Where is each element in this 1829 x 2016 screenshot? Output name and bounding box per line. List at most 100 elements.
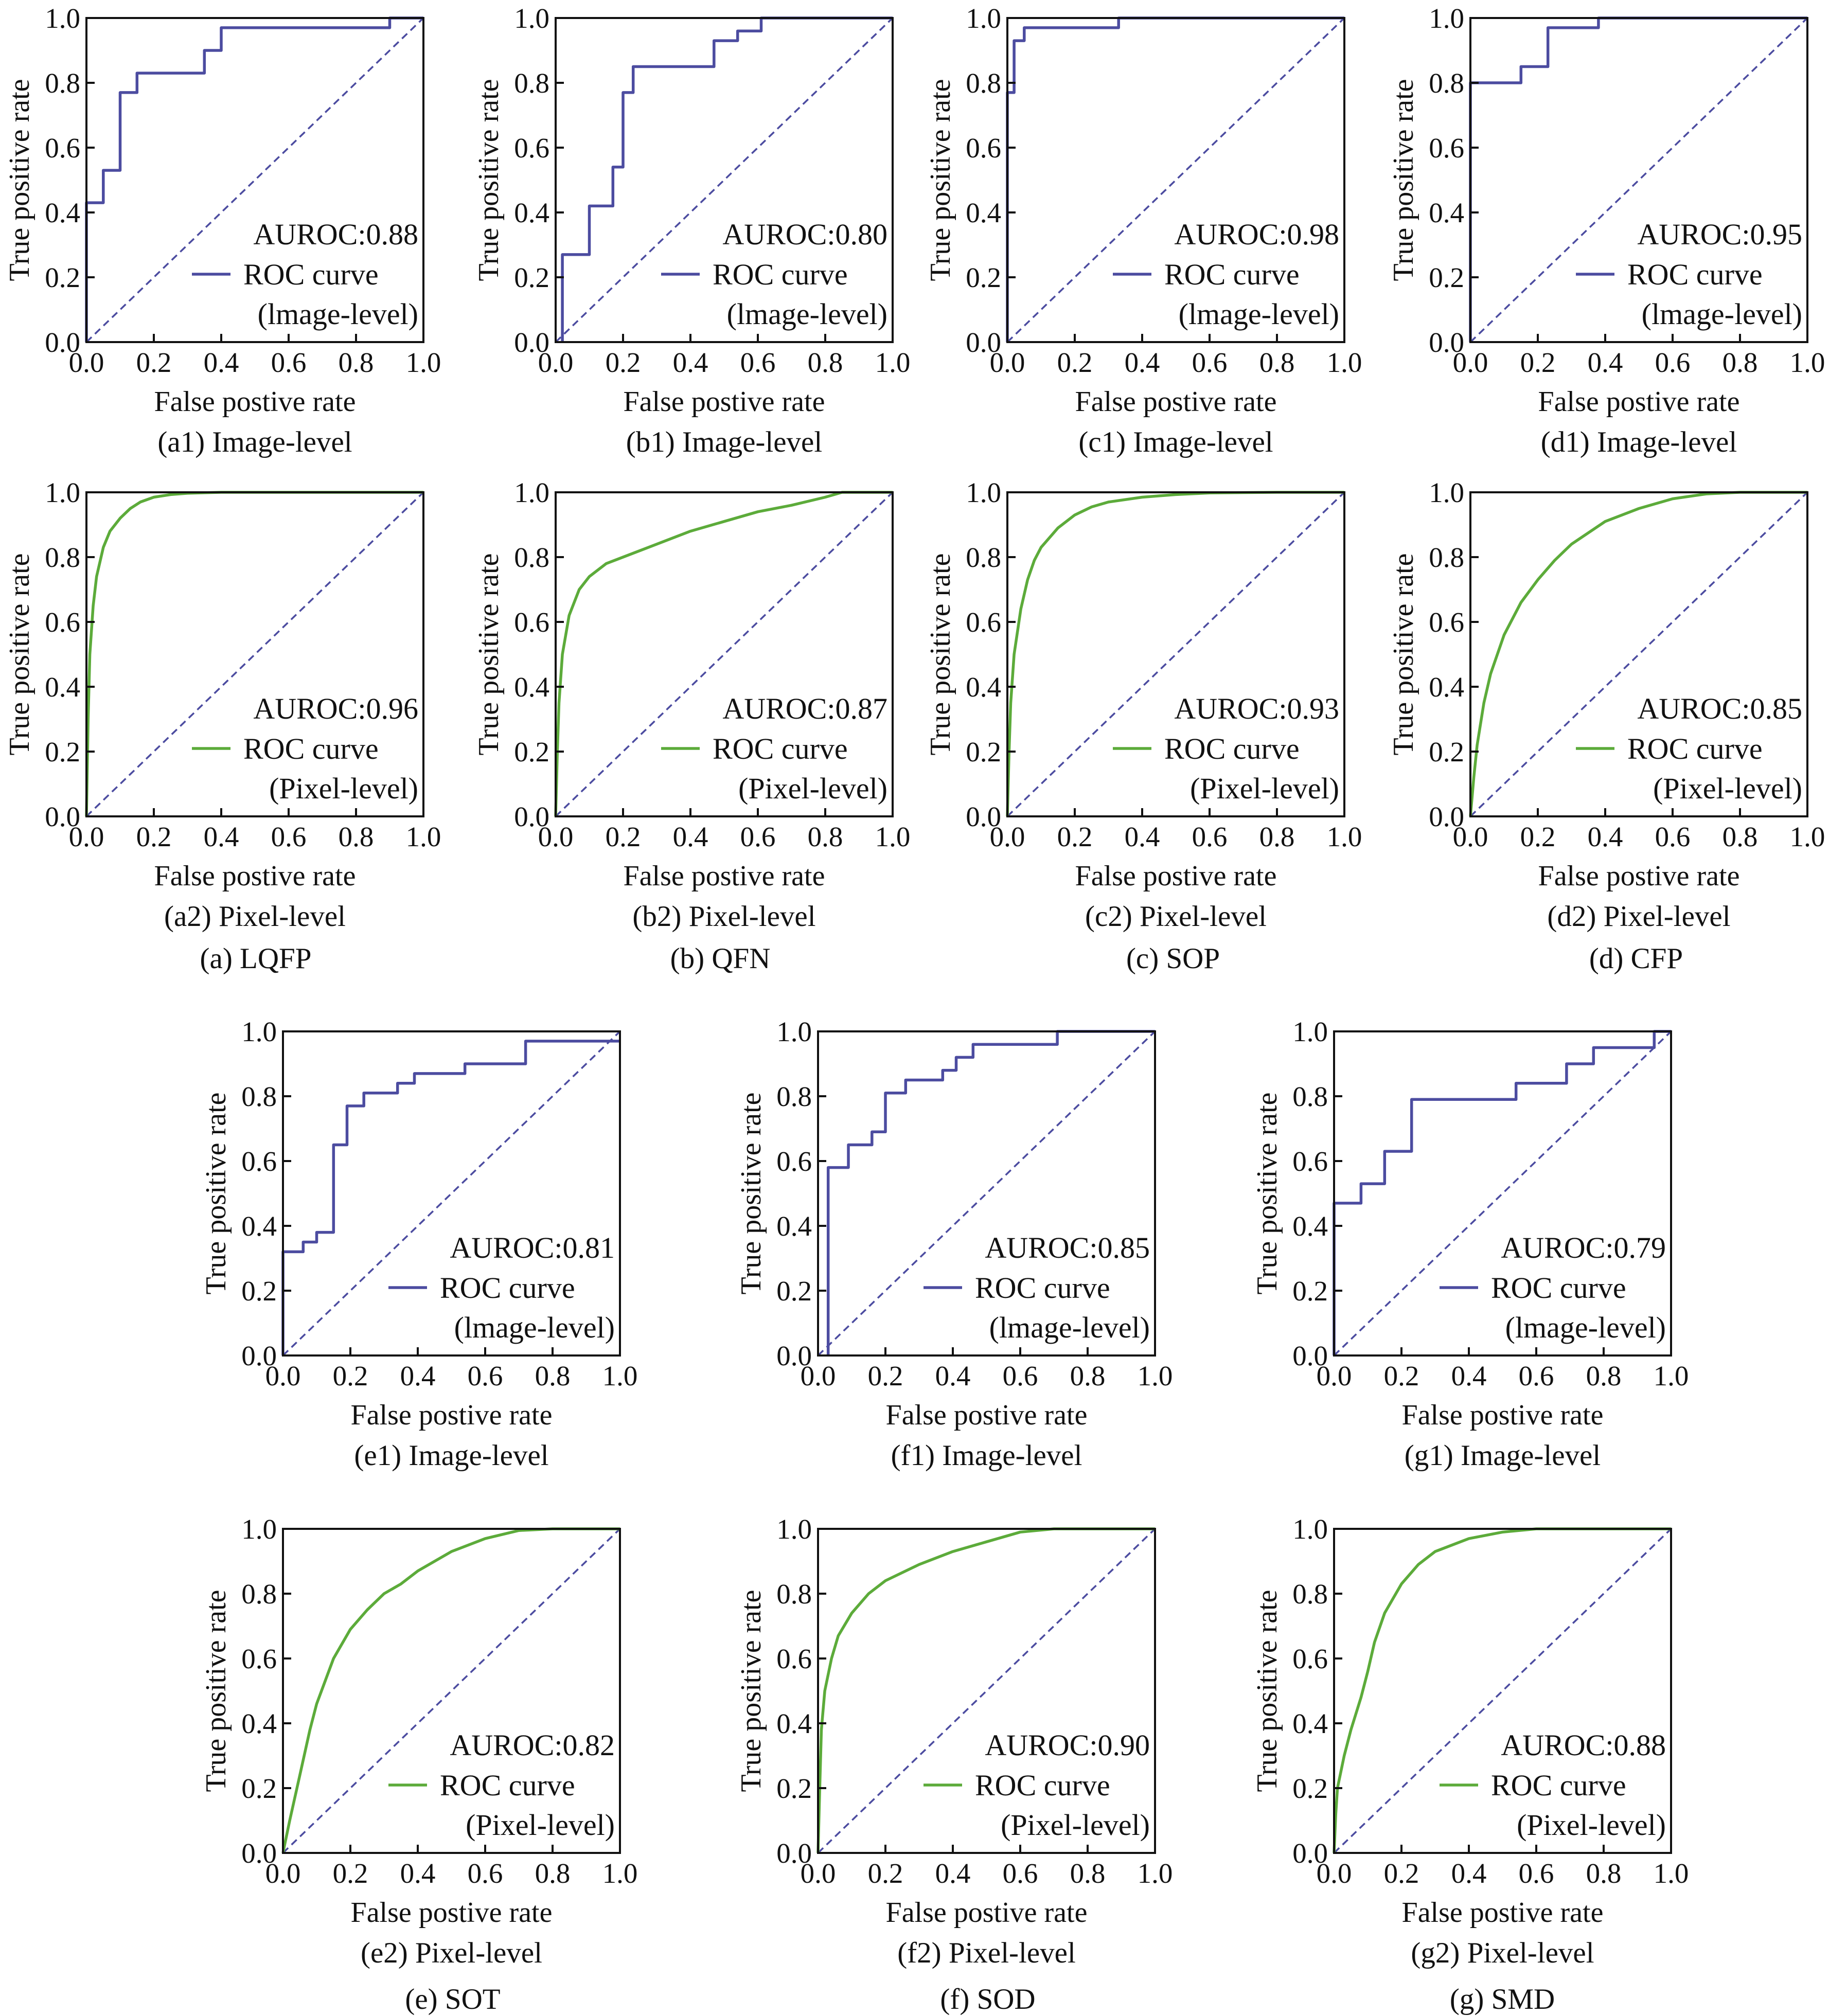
y-tick-label-a2: 0.0	[45, 801, 80, 832]
panel-caption-e1: (e1) Image-level	[354, 1439, 548, 1472]
y-tick-label-e1: 0.2	[241, 1275, 277, 1307]
group-caption-a: (a) LQFP	[200, 942, 312, 975]
x-tick-label-a1: 0.0	[69, 347, 104, 378]
x-tick-label-e1: 0.0	[265, 1360, 301, 1391]
panel-caption-c1: (c1) Image-level	[1078, 426, 1273, 458]
y-tick-label-g1: 0.6	[1292, 1146, 1328, 1177]
y-tick-label-b2: 0.4	[514, 671, 549, 703]
y-tick-label-f1: 0.6	[776, 1146, 812, 1177]
x-tick-label-d2: 0.2	[1520, 821, 1556, 852]
x-tick-label-d2: 0.0	[1453, 821, 1488, 852]
diagonal-line-b2	[555, 491, 894, 817]
y-tick-label-a2: 0.8	[45, 542, 80, 573]
legend-sublabel-b2: (Pixel-level)	[738, 772, 887, 805]
y-tick-label-f1: 0.4	[776, 1210, 812, 1242]
diagonal-line-c2	[1006, 491, 1345, 817]
axis-frame-d1	[1469, 17, 1808, 343]
group-caption-d: (d) CFP	[1589, 942, 1683, 975]
diagonal-line-e2	[282, 1528, 621, 1854]
auroc-label-e2: AUROC:0.82	[450, 1728, 615, 1762]
x-tick-label-b2: 0.2	[606, 821, 641, 852]
y-tick-label-b1: 0.2	[514, 262, 549, 293]
roc-curve-b2	[554, 491, 893, 817]
y-tick-label-g2: 0.6	[1292, 1643, 1328, 1674]
y-tick-label-d2: 0.8	[1429, 542, 1464, 573]
x-tick-label-d2: 0.6	[1655, 821, 1691, 852]
roc-curve-f1	[826, 1030, 1155, 1355]
y-tick-label-e1: 0.4	[241, 1210, 277, 1242]
panel-caption-f2: (f2) Pixel-level	[897, 1937, 1076, 1969]
y-tick-label-g1: 0.4	[1292, 1210, 1328, 1242]
y-tick-label-f2: 0.6	[776, 1643, 812, 1674]
x-tick-label-b2: 0.4	[673, 821, 708, 852]
legend-sublabel-c1: (lmage-level)	[1179, 297, 1339, 331]
roc-panel-f2: 0.00.0 0.2 0.2 0.4 0.4 0.6 0.6 0.8 0.8 1.0 1.0 Fals…	[735, 1513, 1173, 1969]
y-tick-label-c1: 0.4	[966, 197, 1001, 228]
legend-label-d2: ROC curve	[1627, 732, 1763, 765]
x-tick-label-b2: 1.0	[875, 821, 911, 852]
axis-frame-g2	[1333, 1528, 1672, 1854]
roc-curve-c1	[1006, 16, 1344, 342]
axis-frame-g1	[1333, 1030, 1672, 1357]
x-tick-label-c1: 0.8	[1259, 347, 1295, 378]
x-tick-label-e1: 1.0	[602, 1360, 638, 1391]
x-tick-label-a1: 1.0	[406, 347, 441, 378]
roc-curve-c2	[1006, 491, 1344, 817]
y-tick-label-g2: 0.4	[1292, 1708, 1328, 1739]
axis-frame-b1	[555, 17, 894, 343]
y-tick-label-f2: 0.0	[776, 1837, 812, 1869]
x-tick-label-f1: 0.2	[868, 1360, 903, 1391]
y-tick-label-g2: 0.2	[1292, 1773, 1328, 1804]
y-tick-label-c2: 0.8	[966, 542, 1001, 573]
y-tick-label-c2: 0.4	[966, 671, 1001, 703]
y-tick-label-b2: 0.6	[514, 606, 549, 638]
y-tick-label-a1: 0.4	[45, 197, 80, 228]
y-tick-label-e2: 0.8	[241, 1578, 277, 1610]
legend-sublabel-d2: (Pixel-level)	[1653, 772, 1802, 805]
auroc-label-f2: AUROC:0.90	[985, 1728, 1150, 1762]
y-axis-title-d2: True positive rate	[1388, 554, 1419, 756]
x-tick-label-e2: 0.8	[535, 1858, 571, 1889]
panel-caption-f1: (f1) Image-level	[891, 1439, 1082, 1472]
y-tick-label-e1: 0.0	[241, 1340, 277, 1371]
y-tick-label-e2: 1.0	[241, 1513, 277, 1545]
roc-panel-a2: 0.00.0 0.2 0.2 0.4 0.4 0.6 0.6 0.8 0.8 1.0 1.0 Fals…	[4, 477, 441, 933]
x-tick-label-g1: 0.4	[1451, 1360, 1487, 1391]
diagonal-line-f2	[817, 1528, 1156, 1854]
auroc-label-g2: AUROC:0.88	[1501, 1728, 1666, 1762]
roc-curve-g1	[1333, 1030, 1671, 1355]
y-tick-label-d2: 0.2	[1429, 736, 1464, 768]
x-axis-title-f1: False postive rate	[886, 1399, 1088, 1431]
x-axis-title-d2: False postive rate	[1538, 860, 1740, 892]
axis-frame-e2	[282, 1528, 621, 1854]
y-tick-label-b1: 0.4	[514, 197, 549, 228]
y-tick-label-a1: 0.2	[45, 262, 80, 293]
x-tick-label-c1: 0.6	[1192, 347, 1228, 378]
x-tick-label-a2: 0.4	[204, 821, 239, 852]
panel-caption-a1: (a1) Image-level	[157, 426, 352, 458]
auroc-label-d1: AUROC:0.95	[1637, 218, 1802, 251]
x-tick-label-a1: 0.6	[271, 347, 307, 378]
legend-label-b1: ROC curve	[713, 258, 848, 291]
roc-panel-c1: 0.00.0 0.2 0.2 0.4 0.4 0.6 0.6 0.8 0.8 1.0 1.0 Fals…	[925, 3, 1362, 458]
auroc-label-c2: AUROC:0.93	[1174, 692, 1339, 725]
y-tick-label-a2: 0.2	[45, 736, 80, 768]
roc-panel-d1: 0.00.0 0.2 0.2 0.4 0.4 0.6 0.6 0.8 0.8 1.0 1.0 Fals…	[1388, 3, 1825, 458]
legend-sublabel-e2: (Pixel-level)	[466, 1808, 615, 1842]
diagonal-line-a1	[85, 17, 424, 343]
y-tick-label-e1: 1.0	[241, 1016, 277, 1047]
y-tick-label-b2: 0.8	[514, 542, 549, 573]
x-tick-label-f2: 0.8	[1070, 1858, 1106, 1889]
axis-frame-e1	[282, 1030, 621, 1357]
diagonal-line-d2	[1469, 491, 1808, 817]
y-axis-title-c1: True positive rate	[925, 79, 956, 281]
x-tick-label-c2: 0.4	[1125, 821, 1160, 852]
x-tick-label-d1: 0.4	[1588, 347, 1623, 378]
y-tick-label-c1: 0.6	[966, 132, 1001, 164]
y-axis-title-f1: True positive rate	[735, 1093, 767, 1295]
axis-frame-b2	[555, 491, 894, 817]
legend-sublabel-f1: (lmage-level)	[989, 1311, 1150, 1344]
y-tick-label-e2: 0.6	[241, 1643, 277, 1674]
y-tick-label-f1: 0.8	[776, 1081, 812, 1112]
legend-label-a1: ROC curve	[243, 258, 379, 291]
